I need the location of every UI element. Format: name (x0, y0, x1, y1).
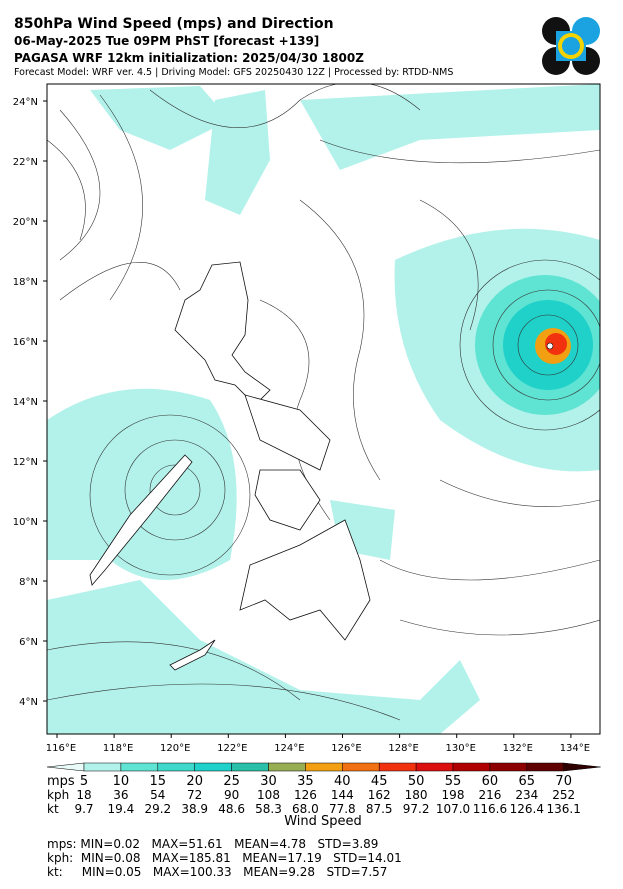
colorbar-segment (194, 762, 232, 772)
level-label: 9.7 (74, 802, 93, 816)
level-label: 58.3 (255, 802, 282, 816)
map-frame (46, 83, 601, 735)
level-label: 252 (552, 788, 575, 802)
stats-line: kt: MIN=0.05 MAX=100.33 MEAN=9.28 STD=7.… (47, 865, 387, 879)
lat-label: 8°N (19, 577, 38, 588)
valid-time: 06-May-2025 Tue 09PM PhST [forecast +139… (14, 34, 319, 48)
level-label: 50 (408, 774, 425, 789)
level-label: 38.9 (181, 802, 208, 816)
unit-label: kph (47, 788, 69, 802)
level-label: 10 (113, 774, 130, 789)
credits: Forecast Model: WRF ver. 4.5 | Driving M… (14, 67, 453, 78)
lat-label: 22°N (13, 157, 38, 168)
level-label: 45 (371, 774, 388, 789)
level-label: 30 (260, 774, 277, 789)
level-label: 54 (150, 788, 165, 802)
colorbar-segment (83, 762, 122, 772)
level-label: 25 (223, 774, 240, 789)
colorbar-extend (47, 762, 85, 772)
colorbar (47, 762, 601, 772)
level-label: 36 (113, 788, 128, 802)
colorbar-segment (526, 762, 564, 772)
level-label: 70 (555, 774, 572, 789)
lat-label: 12°N (13, 457, 38, 468)
lon-label: 118°E (103, 743, 133, 754)
level-label: 65 (519, 774, 536, 789)
lon-label: 130°E (445, 743, 475, 754)
level-label: 15 (150, 774, 167, 789)
level-label: 97.2 (403, 802, 430, 816)
colorbar-segment (157, 762, 195, 772)
level-label: 68.0 (292, 802, 319, 816)
level-label: 40 (334, 774, 351, 789)
level-label: 19.4 (108, 802, 135, 816)
unit-label: mps (47, 774, 75, 789)
logo (542, 17, 600, 75)
level-label: 48.6 (218, 802, 245, 816)
level-label: 77.8 (329, 802, 356, 816)
colorbar-segment (452, 762, 491, 772)
lon-label: 128°E (388, 743, 418, 754)
lon-label: 134°E (560, 743, 590, 754)
colorbar-extend (563, 762, 601, 772)
unit-label: kt (47, 802, 59, 816)
level-label: 72 (187, 788, 202, 802)
level-label: 136.1 (547, 802, 581, 816)
lon-label: 120°E (160, 743, 190, 754)
colorbar-segment (305, 762, 343, 772)
lon-label: 132°E (503, 743, 533, 754)
lat-label: 14°N (13, 397, 38, 408)
level-label: 29.2 (144, 802, 171, 816)
colorbar-segment (378, 762, 417, 772)
stats-line: mps: MIN=0.02 MAX=51.61 MEAN=4.78 STD=3.… (47, 837, 378, 851)
map (47, 84, 600, 734)
level-label: 35 (297, 774, 314, 789)
level-label: 18 (76, 788, 91, 802)
lat-label: 16°N (13, 337, 38, 348)
level-label: 116.6 (473, 802, 507, 816)
level-label: 60 (482, 774, 499, 789)
level-label: 180 (405, 788, 428, 802)
colorbar-segment (415, 762, 454, 772)
lat-label: 10°N (13, 517, 38, 528)
lon-label: 126°E (331, 743, 361, 754)
level-label: 108 (257, 788, 280, 802)
level-label: 5 (80, 774, 88, 789)
level-label: 90 (224, 788, 239, 802)
level-label: 126.4 (510, 802, 544, 816)
lat-label: 20°N (13, 217, 38, 228)
lon-label: 122°E (217, 743, 247, 754)
level-label: 20 (186, 774, 203, 789)
lon-label: 124°E (274, 743, 304, 754)
level-label: 87.5 (366, 802, 393, 816)
lat-label: 6°N (19, 637, 38, 648)
lon-label: 116°E (46, 743, 76, 754)
colorbar-segment (268, 762, 306, 772)
lat-label: 18°N (13, 277, 38, 288)
init-time: PAGASA WRF 12km initialization: 2025/04/… (14, 51, 364, 65)
level-label: 198 (442, 788, 465, 802)
colorbar-segment (231, 762, 269, 772)
level-label: 144 (331, 788, 354, 802)
level-label: 107.0 (436, 802, 470, 816)
level-label: 55 (445, 774, 462, 789)
coastline (89, 261, 371, 671)
colorbar-segment (489, 762, 528, 772)
colorbar-segment (342, 762, 380, 772)
lat-label: 4°N (19, 697, 38, 708)
lat-label: 24°N (13, 97, 38, 108)
colorbar-label: Wind Speed (284, 814, 362, 829)
level-label: 216 (478, 788, 501, 802)
level-label: 162 (368, 788, 391, 802)
level-label: 126 (294, 788, 317, 802)
stats-line: kph: MIN=0.08 MAX=185.81 MEAN=17.19 STD=… (47, 851, 402, 865)
title: 850hPa Wind Speed (mps) and Direction (14, 16, 334, 32)
colorbar-segment (120, 762, 159, 772)
level-label: 234 (515, 788, 538, 802)
